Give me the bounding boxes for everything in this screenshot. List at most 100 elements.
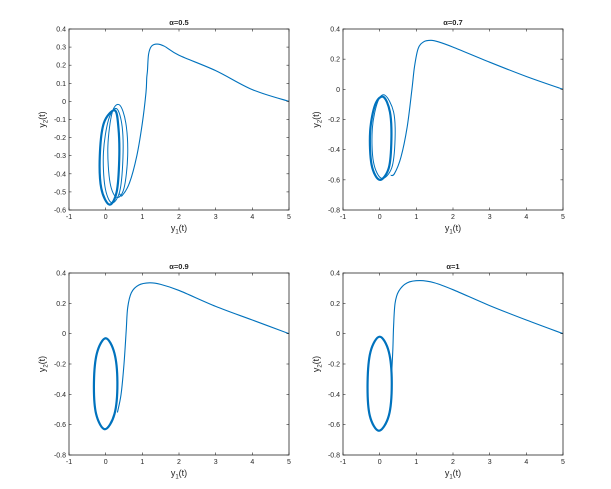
limit-cycle-line — [368, 95, 393, 181]
x-tick-label: 2 — [451, 459, 455, 466]
y-tick-label: 0.1 — [56, 81, 66, 88]
subplot-3: -1 0 1 2 3 4 5-0.8-0.6-0.4-0.200.20.4α=0.9y1(t… — [37, 262, 291, 481]
trajectory-line — [119, 43, 289, 197]
y-tick-label: 0.4 — [330, 27, 340, 34]
x-axis-label-base: y — [445, 468, 450, 478]
x-tick-label: 1 — [140, 459, 144, 466]
y-tick-label: -0.8 — [328, 453, 340, 460]
x-tick-label: 0 — [104, 214, 108, 221]
y-tick-label: -0.4 — [328, 147, 340, 154]
y-tick-label: -0.8 — [328, 208, 340, 215]
y-axis-label-base: y — [311, 123, 321, 128]
y-axis-label-subscript: 2 — [44, 364, 50, 368]
y-tick-label: 0.4 — [330, 271, 340, 278]
x-tick-label: 2 — [451, 214, 455, 221]
x-axis-label-subscript: 1 — [175, 230, 179, 236]
x-tick-label: 2 — [177, 459, 181, 466]
y-tick-label: -0.4 — [54, 392, 66, 399]
subplot-title: α=1 — [446, 262, 459, 271]
y-axis-label: y2(t) — [311, 111, 324, 127]
limit-cycle-line — [98, 109, 121, 206]
y-tick-label: -0.4 — [54, 171, 66, 178]
y-tick-label: -0.6 — [328, 177, 340, 184]
x-axis-label-base: y — [171, 468, 176, 478]
x-tick-label: 5 — [561, 214, 565, 221]
y-tick-label: -0.6 — [54, 422, 66, 429]
y-tick-label: -0.6 — [328, 422, 340, 429]
y-tick-label: 0 — [336, 331, 340, 338]
subplot-4: -1 0 1 2 3 4 5-0.8-0.6-0.4-0.200.20.4α=1y1(t)y… — [311, 262, 565, 481]
x-tick-label: 4 — [524, 214, 528, 221]
y-tick-label: 0 — [62, 99, 66, 106]
x-axis-label-suffix: (t) — [453, 223, 462, 233]
subplot-1: -1 0 1 2 3 4 5 -0.6 -0.5 -0.4 -0.3 -0.2 -0.1 0 0.1 0.2 0… — [37, 18, 291, 236]
y-tick-label: -0.8 — [54, 453, 66, 460]
y-tick-label: -0.2 — [54, 362, 66, 369]
series-group — [368, 39, 563, 181]
trajectory-line — [390, 39, 563, 177]
y-tick-label: -0.1 — [54, 117, 66, 124]
x-tick-label: 4 — [250, 459, 254, 466]
x-tick-label: 1 — [140, 214, 144, 221]
x-tick-label: 4 — [524, 459, 528, 466]
series-group — [92, 282, 289, 431]
y-tick-label: 0 — [62, 331, 66, 338]
plot-area — [69, 29, 289, 210]
y-axis-label-subscript: 2 — [318, 364, 324, 368]
subplot-2: -1 0 1 2 3 4 5-0.8-0.6-0.4-0.200.20.4α=0.7y1(t… — [311, 18, 565, 236]
plot-area — [343, 273, 563, 455]
x-tick-label: 2 — [177, 214, 181, 221]
y-axis-label-suffix: (t) — [311, 111, 321, 120]
subplot-title: α=0.9 — [169, 262, 188, 271]
series-group — [366, 280, 563, 432]
y-tick-label: -0.2 — [328, 117, 340, 124]
x-tick-label: 1 — [414, 459, 418, 466]
y-tick-label: 0.2 — [330, 301, 340, 308]
y-tick-label: -0.2 — [328, 362, 340, 369]
y-axis-label-subscript: 2 — [318, 119, 324, 123]
x-axis-label-base: y — [445, 223, 450, 233]
x-axis-label-subscript: 1 — [175, 475, 179, 481]
x-axis-label-suffix: (t) — [179, 468, 188, 478]
y-tick-label: 0 — [336, 87, 340, 94]
y-axis-label: y2(t) — [37, 111, 50, 127]
y-tick-label: -0.3 — [54, 153, 66, 160]
x-tick-label: -1 — [66, 214, 72, 221]
x-axis-label: y1(t) — [445, 223, 461, 236]
x-tick-label: 3 — [214, 214, 218, 221]
y-axis-label-base: y — [37, 123, 47, 128]
x-tick-label: 3 — [488, 459, 492, 466]
y-tick-label: -0.2 — [54, 135, 66, 142]
y-axis-label-base: y — [311, 367, 321, 372]
y-axis-label-suffix: (t) — [311, 356, 321, 365]
plot-area — [69, 273, 289, 455]
y-axis-label-subscript: 2 — [44, 119, 50, 123]
y-tick-label: -0.4 — [328, 392, 340, 399]
y-tick-label: -0.5 — [54, 189, 66, 196]
y-axis-label-suffix: (t) — [37, 356, 47, 365]
series-group — [98, 43, 289, 206]
x-tick-label: -1 — [340, 459, 346, 466]
x-axis-label-suffix: (t) — [453, 468, 462, 478]
subplot-title: α=0.5 — [169, 18, 188, 27]
x-tick-label: 4 — [250, 214, 254, 221]
y-tick-label: 0.2 — [56, 301, 66, 308]
subplot-title: α=0.7 — [443, 18, 462, 27]
plot-area — [343, 29, 563, 210]
y-tick-label: 0.2 — [56, 63, 66, 70]
x-tick-label: 0 — [378, 459, 382, 466]
x-tick-label: 3 — [214, 459, 218, 466]
trajectory-line — [116, 282, 289, 413]
x-axis-label-subscript: 1 — [449, 475, 453, 481]
y-axis-label: y2(t) — [311, 356, 324, 372]
x-axis-label-suffix: (t) — [179, 223, 188, 233]
y-axis-label-base: y — [37, 367, 47, 372]
y-tick-label: 0.2 — [330, 57, 340, 64]
x-tick-label: -1 — [66, 459, 72, 466]
y-tick-label: 0.4 — [56, 27, 66, 34]
x-tick-label: 0 — [378, 214, 382, 221]
x-axis-label: y1(t) — [171, 223, 187, 236]
x-axis-label-subscript: 1 — [449, 230, 453, 236]
limit-cycle-line — [366, 335, 393, 432]
